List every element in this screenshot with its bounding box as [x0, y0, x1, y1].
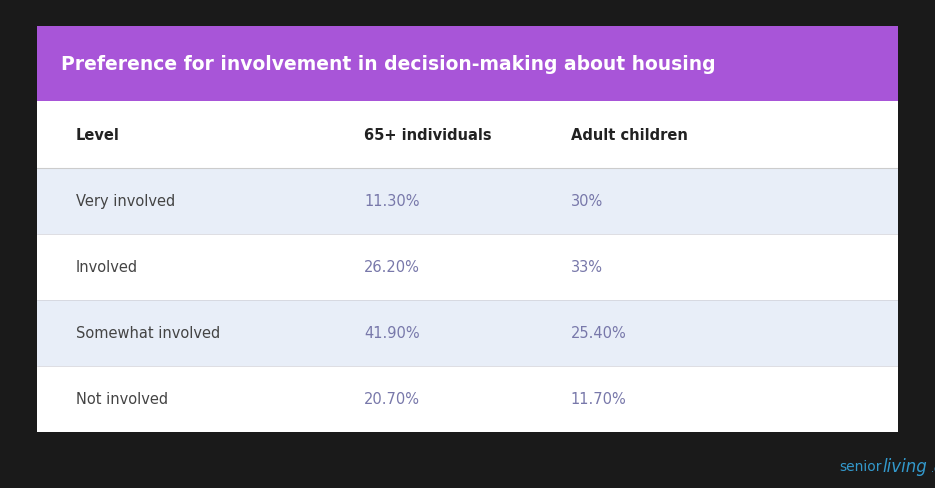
Text: 25.40%: 25.40%: [570, 325, 626, 341]
Text: Very involved: Very involved: [76, 194, 176, 209]
Text: .org: .org: [931, 464, 935, 473]
Text: 30%: 30%: [570, 194, 603, 209]
FancyBboxPatch shape: [37, 27, 898, 102]
Text: Not involved: Not involved: [76, 391, 168, 407]
FancyBboxPatch shape: [37, 366, 898, 432]
Text: 26.20%: 26.20%: [365, 260, 420, 275]
FancyBboxPatch shape: [37, 234, 898, 300]
Text: 11.30%: 11.30%: [365, 194, 420, 209]
FancyBboxPatch shape: [37, 102, 898, 169]
Text: Adult children: Adult children: [570, 128, 687, 142]
Text: Somewhat involved: Somewhat involved: [76, 325, 221, 341]
Text: Level: Level: [76, 128, 120, 142]
Text: 20.70%: 20.70%: [365, 391, 420, 407]
FancyBboxPatch shape: [37, 169, 898, 234]
Text: 65+ individuals: 65+ individuals: [365, 128, 492, 142]
Text: 11.70%: 11.70%: [570, 391, 626, 407]
Text: living: living: [883, 457, 928, 475]
FancyBboxPatch shape: [37, 300, 898, 366]
Text: senior: senior: [840, 459, 882, 473]
Text: 33%: 33%: [570, 260, 603, 275]
Text: Preference for involvement in decision-making about housing: Preference for involvement in decision-m…: [61, 55, 715, 74]
Text: 41.90%: 41.90%: [365, 325, 420, 341]
Text: Involved: Involved: [76, 260, 138, 275]
